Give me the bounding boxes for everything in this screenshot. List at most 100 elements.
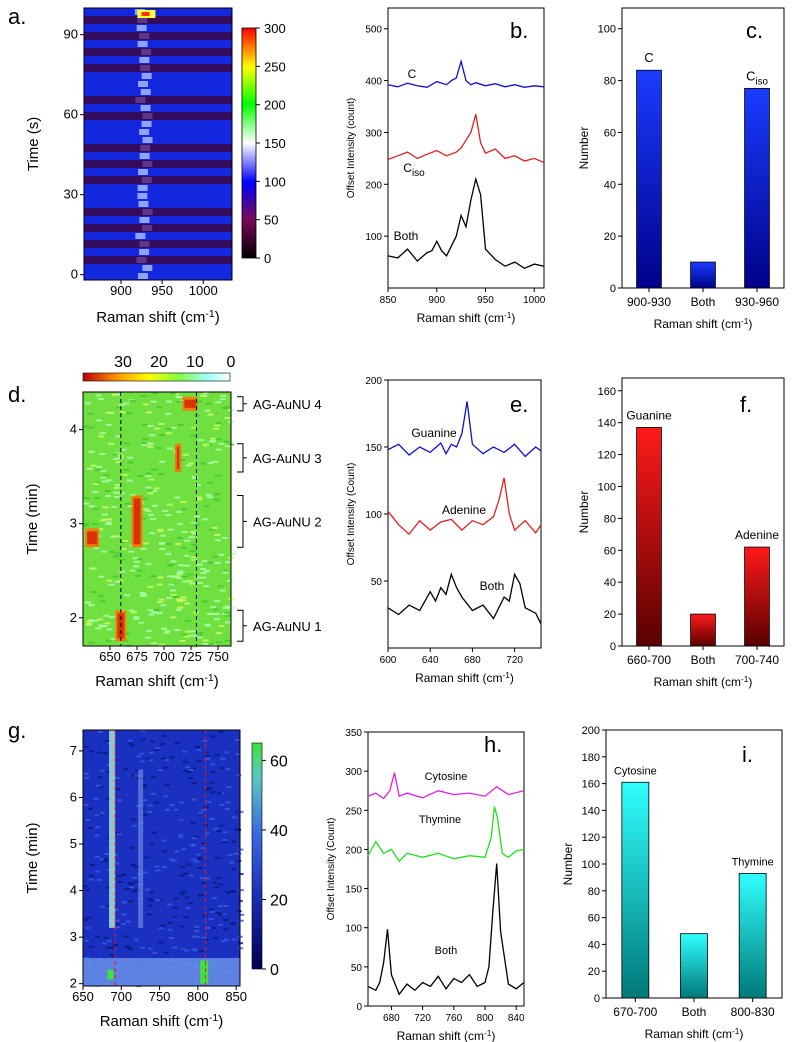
heatmap-noise [238, 848, 244, 851]
heatmap-noise [92, 508, 99, 511]
heatmap-noise [215, 912, 221, 915]
line-chart-e: 600 640 680 720 50 100 150 200 Raman shift (cm-1… [346, 376, 542, 685]
heatmap-noise [91, 523, 98, 526]
heatmap-noise [203, 505, 210, 508]
heatmap-noise [113, 535, 120, 538]
heatmap-spot [139, 249, 150, 255]
y-tick-label: 0 [594, 993, 600, 1005]
heatmap-noise [174, 575, 181, 578]
heatmap-spot [139, 57, 150, 63]
heatmap-noise [167, 921, 173, 924]
heatmap-noise [165, 412, 172, 415]
heatmap-noise [104, 853, 110, 856]
heatmap-noise [203, 806, 209, 809]
heatmap-noise [142, 438, 149, 441]
heatmap-noise [218, 624, 225, 627]
heatmap-band [84, 216, 232, 224]
heatmap-noise [101, 480, 108, 483]
heatmap-noise [189, 630, 196, 633]
heatmap-noise [231, 840, 237, 843]
heatmap-noise [117, 393, 124, 396]
heatmap-noise [183, 635, 190, 638]
heatmap-band [84, 8, 232, 16]
heatmap-noise [183, 916, 189, 919]
heatmap-noise [210, 644, 217, 647]
heatmap-noise [166, 447, 173, 450]
heatmap-noise [84, 889, 90, 892]
heatmap-noise [97, 397, 104, 400]
heatmap-noise [209, 817, 215, 820]
colorbar [241, 27, 257, 259]
heatmap-noise [98, 435, 105, 438]
heatmap-spot [137, 193, 148, 199]
heatmap-noise [223, 569, 230, 572]
colorbar-tick-label: 10 [186, 354, 204, 371]
y-tick-label: 20 [604, 609, 616, 621]
heatmap-noise [224, 445, 231, 448]
bracket-label: AG-AuNU 1 [253, 619, 322, 634]
heatmap-noise [175, 608, 182, 611]
heatmap-noise [176, 510, 183, 513]
x-tick-label: 650 [72, 989, 94, 1004]
heatmap-noise [218, 442, 225, 445]
heatmap-noise [181, 546, 188, 549]
heatmap-noise [202, 392, 209, 395]
heatmap-band [84, 16, 232, 24]
y-tick-label: 250 [345, 806, 362, 817]
heatmap-noise [159, 434, 166, 437]
heatmap-noise [178, 801, 184, 804]
heatmap-noise [121, 913, 127, 916]
heatmap-noise [103, 751, 109, 754]
heatmap-noise [146, 758, 152, 761]
y-axis-title: Number [577, 127, 591, 170]
heatmap-noise [101, 625, 108, 628]
panel-label-f: f. [740, 392, 752, 417]
heatmap-noise [195, 936, 201, 939]
heatmap-noise [203, 751, 209, 754]
heatmap-noise [83, 804, 89, 807]
heatmap-noise [98, 575, 105, 578]
y-tick-label: 90 [64, 27, 78, 42]
heatmap-noise [95, 870, 101, 873]
heatmap-noise [110, 638, 117, 641]
heatmap-noise [103, 857, 109, 860]
y-axis-title: Offset Intensity (Count) [326, 818, 337, 921]
heatmap-noise [179, 925, 185, 928]
heatmap-noise [172, 946, 178, 949]
heatmap-noise [154, 747, 160, 750]
bracket [237, 609, 247, 642]
heatmap-noise [185, 907, 191, 910]
heatmap-noise [204, 832, 210, 835]
x-tick-label: 650 [99, 649, 121, 664]
heatmap-noise [209, 908, 215, 911]
heatmap-noise [140, 517, 147, 520]
heatmap-noise [93, 546, 100, 549]
heatmap-noise [170, 589, 177, 592]
heatmap-noise [196, 749, 202, 752]
plot-frame [83, 7, 233, 281]
heatmap-noise [207, 481, 214, 484]
heatmap-noise [100, 769, 106, 772]
heatmap-noise [236, 910, 242, 913]
heatmap-noise [214, 886, 220, 889]
x-tick-label: 1000 [523, 295, 546, 306]
heatmap-noise [214, 754, 220, 757]
heatmap-noise [158, 898, 164, 901]
heatmap-noise [166, 597, 173, 600]
y-tick-label: 50 [371, 577, 383, 588]
heatmap-noise [138, 621, 145, 624]
heatmap-noise [158, 769, 164, 772]
heatmap-noise [86, 620, 93, 623]
x-tick-label: 850 [380, 295, 397, 306]
heatmap-noise [184, 539, 191, 542]
heatmap-noise [165, 400, 172, 403]
plot-frame [387, 7, 545, 289]
heatmap-band [84, 48, 232, 56]
heatmap-noise [165, 427, 172, 430]
heatmap-noise [206, 800, 212, 803]
heatmap-band [84, 208, 232, 216]
heatmap-noise [140, 547, 147, 550]
heatmap-noise [182, 760, 188, 763]
plot-frame [82, 729, 241, 987]
heatmap-noise [114, 580, 121, 583]
